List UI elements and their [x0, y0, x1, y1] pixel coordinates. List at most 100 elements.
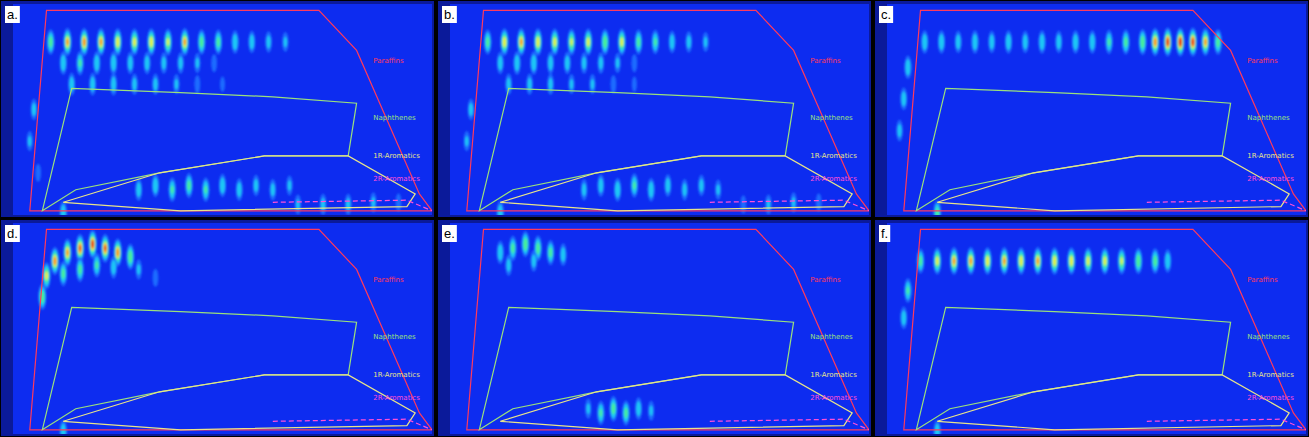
panel: ParaffinsNaphthenes1R-Aromatics2R-Aromat… — [875, 220, 1308, 437]
peak-level — [636, 33, 642, 51]
peak-level — [47, 29, 55, 55]
peak — [609, 396, 617, 422]
peak — [269, 179, 276, 201]
region-outline — [30, 10, 432, 211]
peak-level — [271, 183, 275, 196]
peak — [31, 99, 38, 121]
peak-level — [505, 254, 512, 276]
peak — [967, 247, 975, 275]
peak-level — [1140, 36, 1144, 49]
region-label: 1R-Aromatics — [373, 152, 420, 160]
peak-level — [498, 205, 503, 215]
peak — [173, 74, 179, 94]
peak — [93, 253, 101, 277]
peak-level — [111, 260, 116, 275]
peak-level — [169, 181, 175, 198]
peak-level — [585, 31, 592, 52]
panel-frame — [1, 1, 434, 217]
peak-level — [934, 250, 941, 271]
plot-area — [13, 223, 432, 434]
peak-level — [111, 77, 116, 92]
peak — [601, 29, 609, 55]
peak — [1050, 247, 1058, 274]
peak-level — [955, 31, 962, 54]
letter-bg — [879, 6, 893, 23]
peak-level — [616, 58, 619, 68]
peak — [1101, 247, 1109, 274]
peak-level — [582, 183, 586, 196]
plot-area — [450, 223, 869, 434]
peak-level — [635, 397, 642, 420]
peak-level — [173, 74, 179, 94]
peak-level — [952, 255, 956, 266]
peak — [1188, 28, 1197, 57]
peak-level — [83, 38, 86, 46]
panel-letter: c. — [879, 6, 893, 23]
panel-frame — [438, 1, 871, 217]
peak-level — [127, 247, 133, 267]
peak — [1151, 248, 1159, 274]
peak-level — [68, 73, 75, 96]
peaks — [896, 27, 1222, 215]
peak-level — [186, 176, 192, 194]
peak — [220, 76, 225, 91]
peak-level — [670, 35, 675, 50]
region-outline — [479, 307, 793, 429]
panel-title: b. — [444, 7, 455, 22]
peak-level — [1166, 35, 1170, 49]
peak-level — [531, 55, 536, 71]
peak-level — [1166, 39, 1169, 46]
peak-level — [900, 88, 907, 111]
region-outline — [916, 307, 1230, 429]
peak-level — [907, 287, 910, 295]
peak-level — [816, 193, 822, 211]
peak — [286, 175, 292, 195]
peak-level — [1022, 31, 1029, 54]
peak — [517, 28, 525, 56]
peak-level — [905, 59, 910, 75]
peak-level — [295, 194, 301, 214]
peak-level — [951, 250, 958, 272]
peak-level — [936, 208, 939, 215]
peak — [933, 247, 941, 274]
marks — [30, 229, 432, 434]
peak-level — [137, 264, 140, 274]
peak-level — [648, 401, 654, 421]
region-outline — [500, 375, 852, 430]
peak-level — [500, 28, 508, 55]
peak-level — [636, 401, 641, 416]
peak — [144, 52, 151, 75]
panel-letter: d. — [5, 225, 20, 242]
peak-level — [175, 79, 178, 89]
peak-level — [1152, 34, 1157, 51]
peak-level — [523, 238, 527, 251]
peak-level — [985, 253, 990, 268]
panel: ParaffinsNaphthenes1R-Aromatics2R-Aromat… — [1, 1, 434, 225]
peak-level — [91, 241, 94, 248]
peak-level — [950, 247, 958, 275]
peak-level — [44, 268, 49, 283]
peak-level — [110, 51, 117, 75]
peak-level — [1164, 30, 1171, 53]
peak-level — [76, 237, 83, 260]
peak-level — [560, 243, 567, 266]
peak-level — [581, 179, 588, 201]
peak — [194, 75, 200, 93]
peak-level — [530, 51, 537, 75]
peak-level — [464, 131, 470, 151]
region-outline — [710, 419, 869, 430]
peak — [152, 174, 159, 198]
peak — [631, 54, 637, 72]
peak-level — [611, 403, 615, 415]
peak-level — [98, 34, 103, 50]
peak-level — [637, 37, 640, 47]
peak-level — [114, 31, 121, 53]
region-outline — [500, 156, 852, 211]
peaks — [38, 230, 158, 434]
marks — [467, 229, 869, 429]
peak — [89, 73, 96, 96]
peak — [1084, 247, 1092, 274]
peak-level — [1204, 39, 1206, 45]
peak-level — [618, 28, 626, 55]
marks — [464, 10, 869, 215]
